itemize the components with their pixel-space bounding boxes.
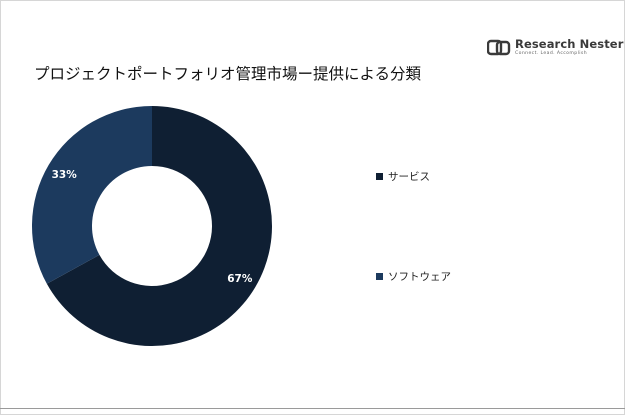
logo-icon bbox=[487, 39, 511, 56]
brand-name: Research Nester bbox=[515, 37, 624, 51]
legend-item-service: サービス bbox=[376, 169, 430, 184]
slice-value-label: 33% bbox=[52, 169, 78, 181]
legend-label: サービス bbox=[388, 171, 430, 183]
research-nester-logo: Research Nester Connect. Lead. Accomplis… bbox=[487, 38, 623, 64]
legend-item-software: ソフトウェア bbox=[376, 269, 451, 284]
donut-slice-1 bbox=[31, 106, 152, 284]
donut-slice-0 bbox=[46, 106, 272, 346]
bottom-divider bbox=[0, 408, 625, 409]
legend-swatch bbox=[376, 173, 383, 180]
legend-swatch bbox=[376, 273, 383, 280]
legend-label: ソフトウェア bbox=[388, 271, 451, 283]
brand-tagline: Connect. Lead. Accomplish bbox=[515, 51, 588, 56]
chart-title: プロジェクトポートフォリオ管理市場ー提供による分類 bbox=[34, 65, 422, 83]
slice-value-label: 67% bbox=[227, 273, 253, 285]
